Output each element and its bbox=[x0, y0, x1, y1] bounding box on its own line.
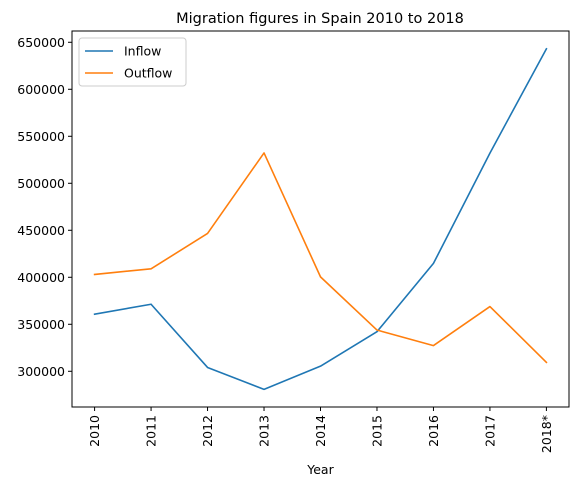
y-tick-label: 450000 bbox=[17, 223, 65, 238]
legend: Inflow Outflow bbox=[79, 38, 186, 86]
plot-area bbox=[95, 49, 547, 390]
chart-title: Migration figures in Spain 2010 to 2018 bbox=[176, 11, 464, 27]
x-tick-label: 2012 bbox=[200, 415, 215, 447]
x-axis-label: Year bbox=[306, 462, 334, 477]
x-tick-label: 2016 bbox=[426, 415, 441, 447]
x-tick-label: 2013 bbox=[257, 415, 272, 447]
y-tick-label: 350000 bbox=[17, 317, 65, 332]
x-axis: 2010 2011 2012 2013 2014 2015 2016 2017 2018* bbox=[87, 407, 554, 453]
y-tick-label: 400000 bbox=[17, 270, 65, 285]
x-tick-label: 2014 bbox=[313, 415, 328, 447]
x-tick-label: 2015 bbox=[369, 415, 384, 447]
x-tick-label: 2011 bbox=[144, 415, 159, 447]
y-tick-label: 500000 bbox=[17, 176, 65, 191]
y-tick-label: 300000 bbox=[17, 364, 65, 379]
x-tick-label: 2017 bbox=[482, 415, 497, 447]
y-axis: 300000 350000 400000 450000 500000 550000 6000… bbox=[17, 35, 72, 379]
y-tick-label: 600000 bbox=[17, 82, 65, 97]
x-tick-label: 2010 bbox=[87, 415, 102, 447]
legend-label-outflow: Outflow bbox=[124, 66, 172, 81]
series-line-inflow bbox=[95, 49, 547, 390]
y-tick-label: 550000 bbox=[17, 129, 65, 144]
y-tick-label: 650000 bbox=[17, 35, 65, 50]
x-tick-label: 2018* bbox=[539, 415, 554, 453]
series-line-outflow bbox=[95, 153, 547, 362]
axes-frame bbox=[72, 31, 569, 407]
legend-label-inflow: Inflow bbox=[124, 44, 161, 59]
